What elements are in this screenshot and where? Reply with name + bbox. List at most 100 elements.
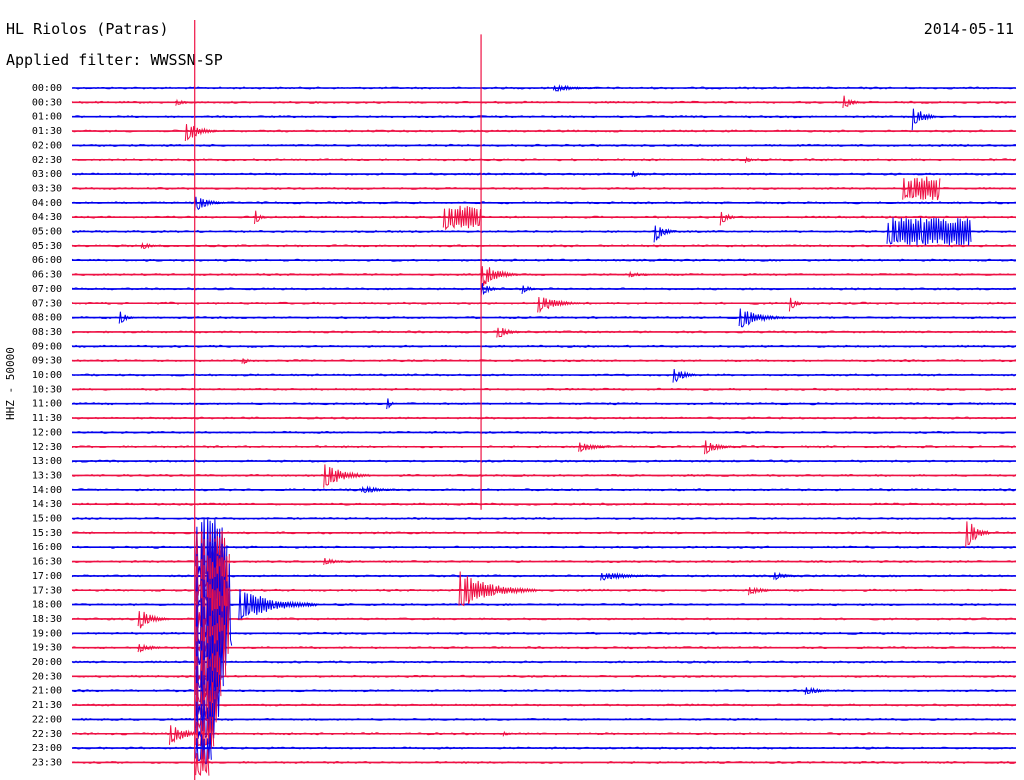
teleseism-wave [195, 749, 210, 776]
seismic-event [788, 297, 806, 312]
seismic-event [773, 571, 798, 581]
trace-noise [71, 86, 1017, 90]
row-tick-label: 10:30 [32, 384, 62, 395]
seismic-event [521, 285, 538, 294]
trace-noise [71, 158, 1017, 162]
seismic-event [480, 266, 519, 286]
seismic-event [323, 557, 356, 565]
seismic-events [118, 84, 991, 776]
seismic-event [137, 611, 170, 629]
trace-noise [71, 115, 1017, 119]
row-tick-label: 11:30 [32, 413, 62, 424]
row-tick-label: 21:00 [32, 686, 62, 697]
trace-noise [71, 660, 1017, 664]
seismic-event [804, 686, 843, 695]
row-tick-label: 14:00 [32, 485, 62, 496]
seismic-event [552, 84, 601, 92]
seismic-event [578, 442, 617, 453]
row-tick-label: 08:00 [32, 313, 62, 324]
row-tick-label: 03:30 [32, 183, 62, 194]
seismic-event [323, 464, 371, 488]
row-tick-labels: 00:00 00:30 01:00 01:30 02:00 02:30 03:00 03:30… [32, 83, 62, 768]
trace-noise [71, 244, 1017, 248]
trace-noise [71, 100, 1017, 104]
trace-noise [71, 129, 1017, 133]
row-tick-label: 21:30 [32, 700, 62, 711]
row-tick-label: 09:30 [32, 356, 62, 367]
seismic-event [744, 156, 758, 164]
seismic-event [911, 108, 937, 131]
trace-noise [71, 229, 1017, 234]
row-tick-label: 02:30 [32, 155, 62, 166]
seismic-event [628, 270, 661, 278]
row-tick-label: 00:00 [32, 83, 62, 94]
row-tick-label: 04:30 [32, 212, 62, 223]
seismic-event [600, 572, 664, 581]
row-tick-label: 13:30 [32, 470, 62, 481]
teleseism-wave [195, 716, 215, 749]
trace-noise [71, 186, 1017, 191]
row-tick-label: 14:30 [32, 499, 62, 510]
trace-noise [71, 531, 1017, 535]
row-tick-label: 17:00 [32, 571, 62, 582]
seismic-event [238, 589, 318, 620]
seismic-event [254, 210, 267, 224]
seismic-event [137, 643, 170, 653]
seismic-event [704, 440, 736, 455]
row-tick-label: 16:00 [32, 542, 62, 553]
trace-noise [71, 402, 1017, 406]
seismic-event [194, 196, 227, 211]
trace-lines [71, 86, 1017, 765]
seismic-event [842, 95, 862, 108]
row-tick-label: 13:00 [32, 456, 62, 467]
row-tick-label: 22:00 [32, 714, 62, 725]
station-title: HL Riolos (Patras) [6, 20, 169, 38]
trace-noise [71, 631, 1017, 635]
seismic-event [442, 205, 481, 231]
trace-noise [71, 502, 1017, 506]
filter-label: Applied filter: WWSSN-SP [6, 51, 223, 69]
trace-noise [71, 143, 1016, 148]
trace-noise [71, 387, 1017, 391]
row-tick-label: 15:00 [32, 514, 62, 525]
seismic-event [738, 308, 787, 328]
row-tick-label: 18:00 [32, 600, 62, 611]
trace-noise [71, 760, 1017, 765]
row-tick-label: 12:30 [32, 442, 62, 453]
trace-noise [71, 488, 1017, 492]
trace-noise [71, 732, 1017, 736]
trace-noise [71, 201, 1017, 205]
trace-noise [71, 258, 1017, 262]
trace-noise [71, 344, 1017, 348]
row-tick-label: 18:30 [32, 614, 62, 625]
seismic-event [496, 327, 522, 338]
seismic-event [653, 225, 677, 243]
seismic-event [386, 398, 396, 410]
trace-noise [71, 272, 1017, 277]
trace-noise [71, 617, 1017, 621]
row-tick-label: 03:00 [32, 169, 62, 180]
seismic-event [241, 358, 255, 365]
seismic-event [458, 571, 538, 607]
seismic-event [965, 521, 991, 548]
row-tick-label: 19:30 [32, 643, 62, 654]
trace-noise [71, 330, 1017, 334]
trace-noise [71, 746, 1016, 750]
seismic-event [502, 730, 516, 737]
trace-noise [71, 703, 1017, 707]
trace-noise [71, 430, 1017, 435]
seismic-event [672, 368, 698, 383]
row-tick-label: 15:30 [32, 528, 62, 539]
trace-noise [72, 215, 1017, 219]
trace-noise [71, 473, 1017, 478]
trace-noise [72, 316, 1017, 320]
seismic-event [480, 283, 500, 296]
row-tick-label: 02:00 [32, 140, 62, 151]
seismic-event [361, 485, 409, 494]
row-tick-label: 17:30 [32, 585, 62, 596]
trace-noise [71, 445, 1017, 449]
trace-noise [71, 416, 1017, 420]
row-tick-label: 06:00 [32, 255, 62, 266]
row-tick-label: 07:30 [32, 298, 62, 309]
